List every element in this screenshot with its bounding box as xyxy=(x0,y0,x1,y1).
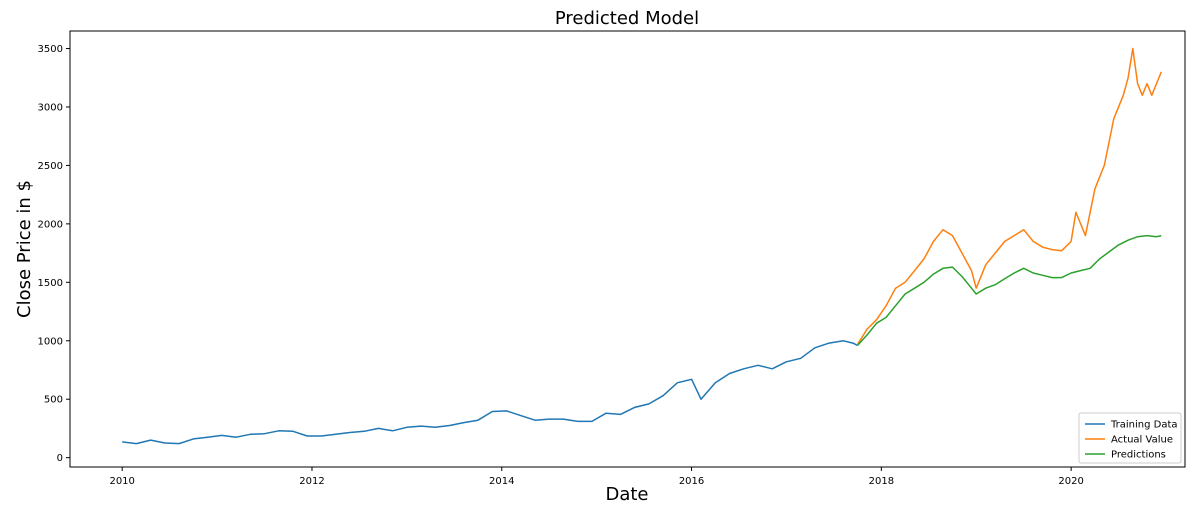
x-tick-label: 2012 xyxy=(299,476,324,487)
legend-box xyxy=(1078,412,1182,464)
x-axis-label: Date xyxy=(605,484,648,505)
series-line-training-data xyxy=(122,340,858,445)
x-tick-label: 2010 xyxy=(109,476,134,487)
x-tick-label: 2014 xyxy=(489,476,514,487)
x-tick-label: 2018 xyxy=(869,476,894,487)
x-axis: 2010 2012 2014 2016 2018 2020 xyxy=(109,467,1084,487)
x-tick-label: 2016 xyxy=(679,476,704,487)
y-tick-label: 0 xyxy=(57,453,63,464)
chart-title: Predicted Model xyxy=(555,8,699,29)
x-tick-label: 2020 xyxy=(1058,476,1083,487)
series-line-predictions xyxy=(857,234,1162,346)
y-tick-label: 3500 xyxy=(38,44,63,55)
y-tick-label: 1500 xyxy=(38,278,63,289)
legend-entry-label: Predictions xyxy=(1111,450,1166,461)
y-tick-label: 3000 xyxy=(38,102,63,113)
legend: Training Data Actual Value Predictions xyxy=(1078,412,1182,464)
y-tick-label: 500 xyxy=(44,395,63,406)
y-tick-label: 2000 xyxy=(38,219,63,230)
legend-entry-label: Training Data xyxy=(1110,420,1178,431)
y-axis-label: Close Price in $ xyxy=(14,180,35,318)
series-line-actual-value xyxy=(856,47,1162,345)
y-tick-label: 1000 xyxy=(38,336,63,347)
plot-area-frame xyxy=(69,30,1186,468)
y-tick-label: 2500 xyxy=(38,161,63,172)
y-axis: 0 500 1000 1500 2000 2500 3000 3500 xyxy=(38,44,70,464)
series-lines xyxy=(122,47,1162,445)
legend-entry-label: Actual Value xyxy=(1111,435,1173,446)
